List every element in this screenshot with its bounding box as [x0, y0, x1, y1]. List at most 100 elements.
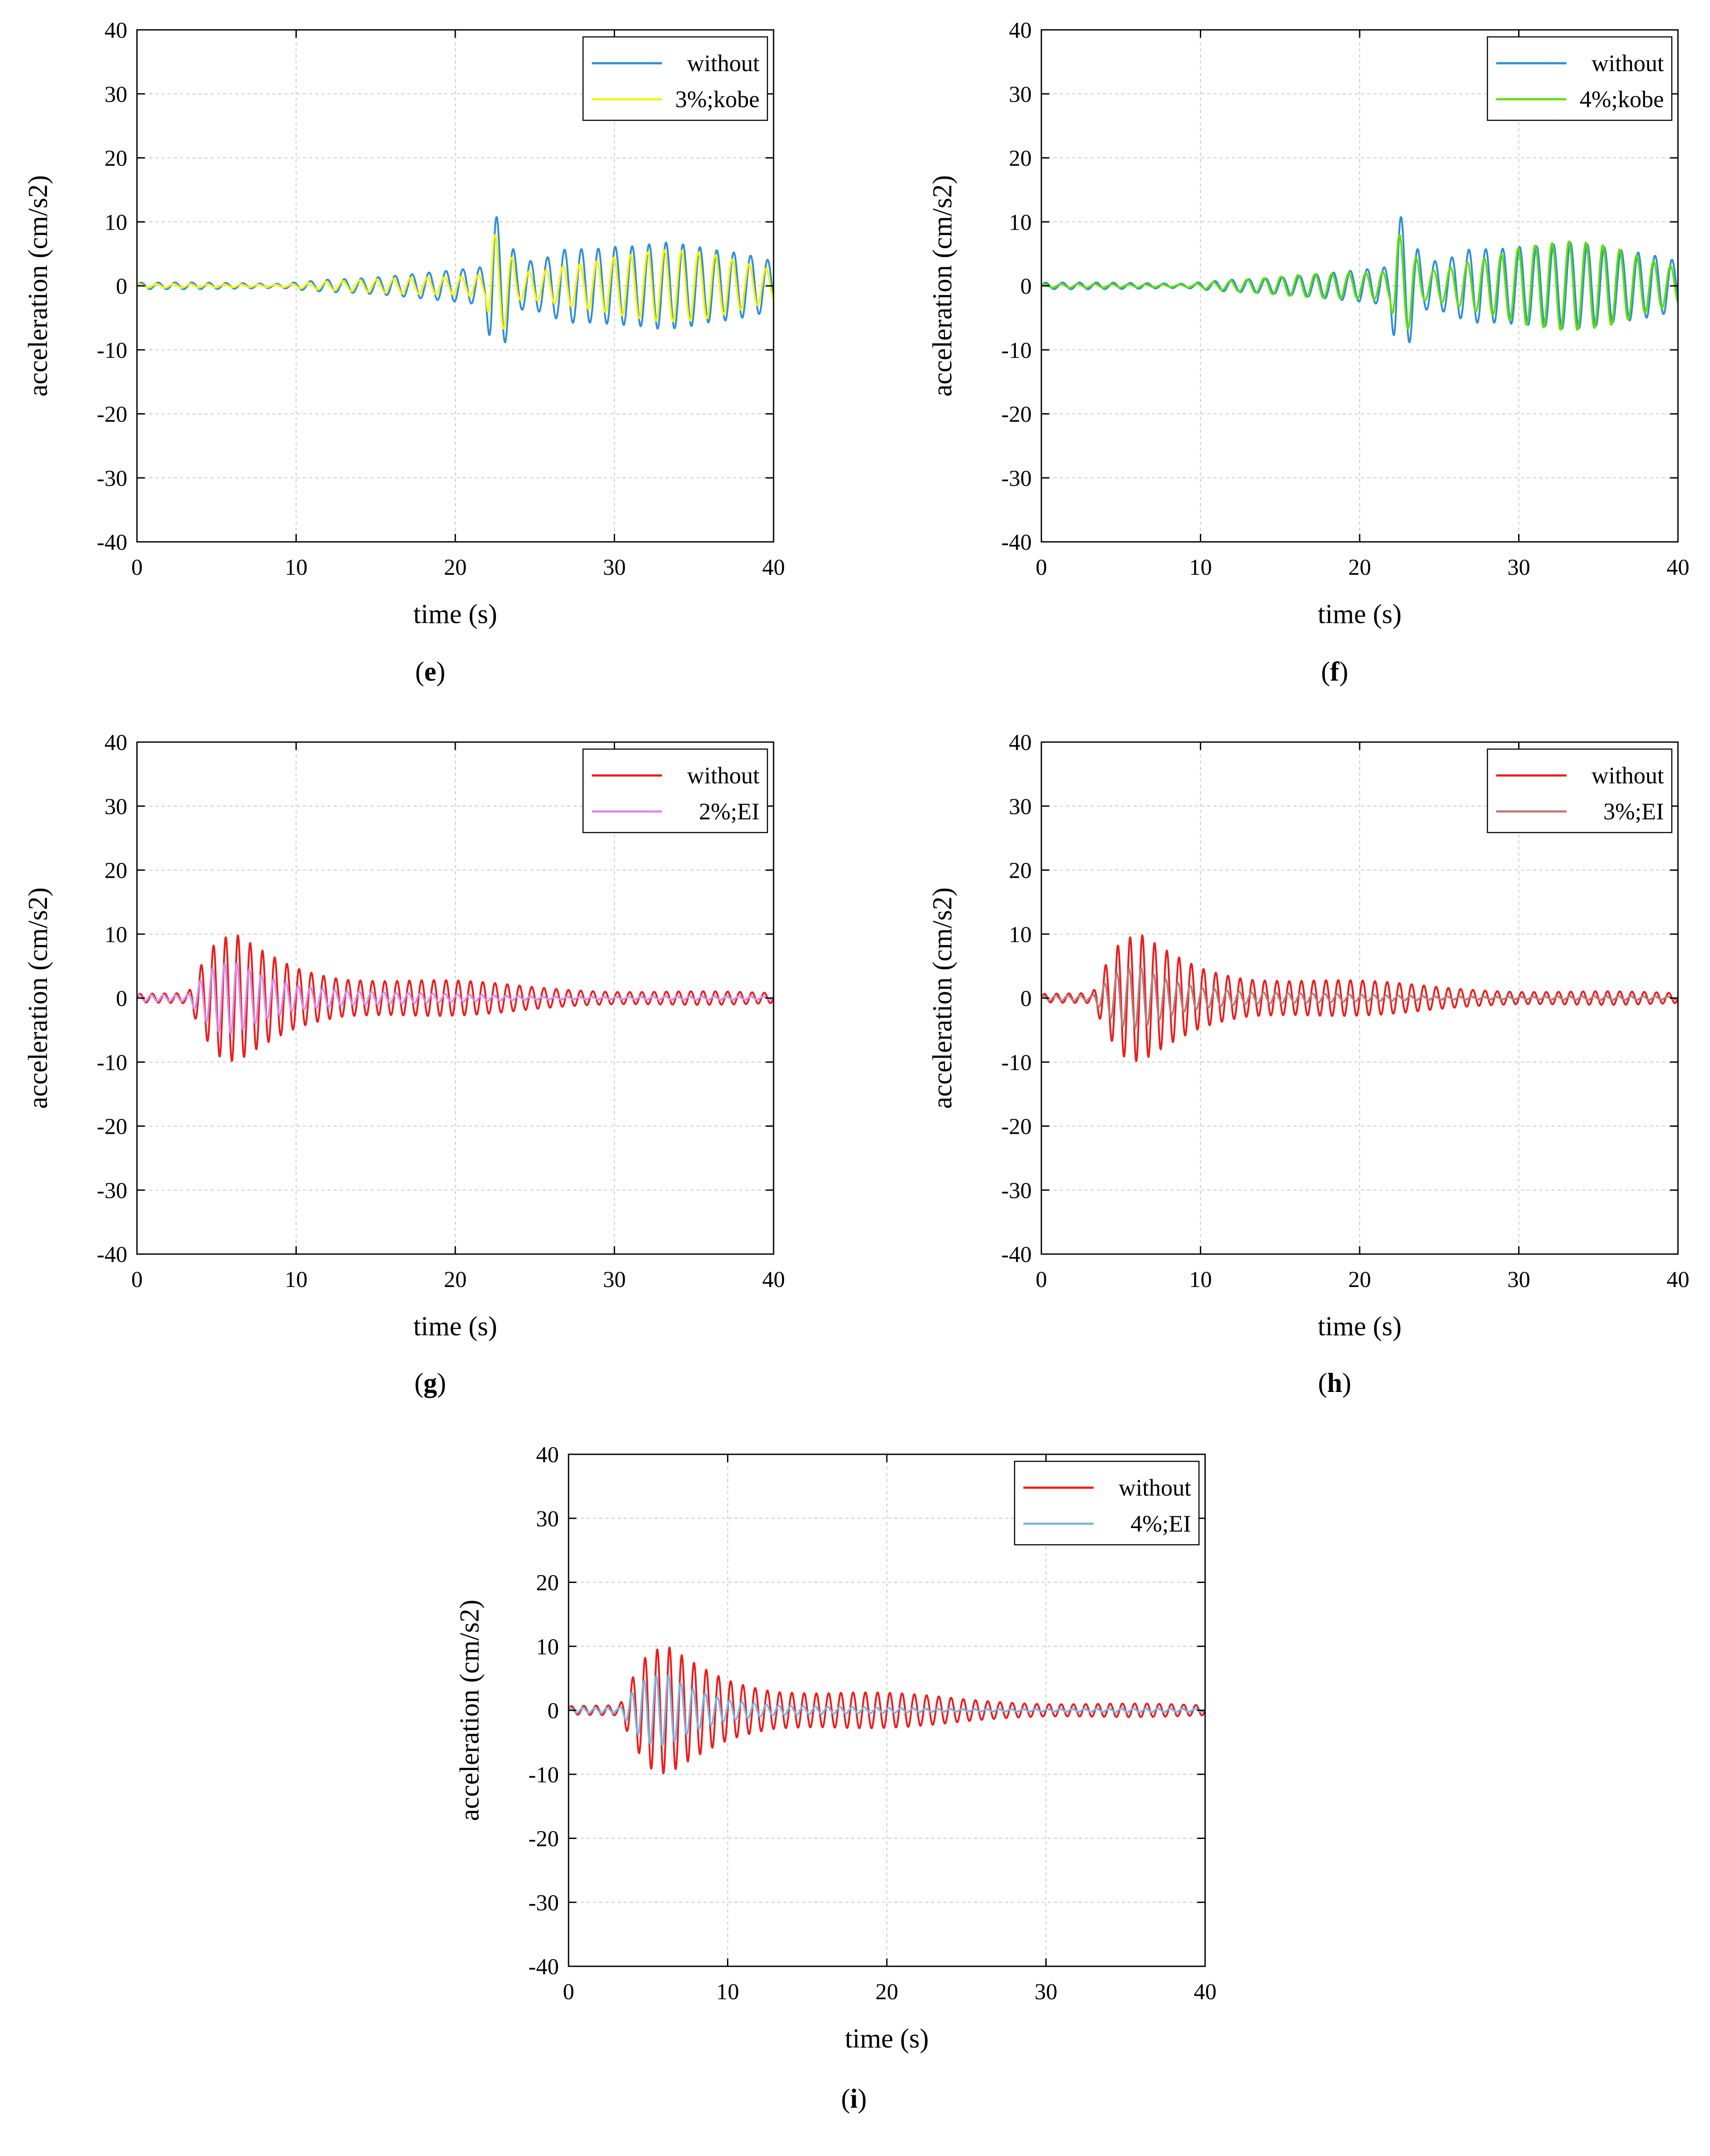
legend-label: without: [687, 50, 760, 76]
legend-label: without: [1591, 50, 1664, 76]
x-tick-label: 0: [1036, 1267, 1047, 1292]
y-tick-label: 40: [536, 1442, 559, 1467]
x-tick-label: 40: [1667, 555, 1689, 580]
plot-area: [137, 216, 774, 343]
y-tick-label: -10: [97, 1050, 127, 1075]
y-tick-label: -10: [1001, 1050, 1032, 1075]
x-axis-title: time (s): [413, 599, 497, 629]
x-tick-label: 40: [1194, 1979, 1217, 2005]
legend: without 3%;EI: [1487, 748, 1673, 833]
legend: without 2%;EI: [582, 748, 768, 833]
y-tick-label: -30: [97, 1178, 127, 1203]
panel-label-open: (: [841, 2084, 850, 2114]
x-tick-label: 0: [131, 555, 143, 580]
panel-label-letter: g: [424, 1368, 437, 1398]
legend-box: [582, 36, 768, 121]
legend: without 3%;kobe: [582, 36, 768, 121]
x-tick-label: 20: [875, 1979, 898, 2005]
plot-area: [569, 1647, 1205, 1774]
panel-label-close: ): [858, 2084, 867, 2114]
x-tick-label: 20: [1348, 1267, 1371, 1292]
chart-panel-i: 0 10 20 30 40 -40 -30 -20 -10 0 10 20 30 40 time (s) ac…: [455, 1442, 1217, 2114]
y-tick-label: 20: [536, 1571, 559, 1596]
legend-label: without: [1119, 1475, 1191, 1501]
panel-label: (h): [1318, 1368, 1351, 1398]
legend-label: 3%;EI: [1603, 798, 1664, 825]
y-tick-label: -10: [97, 338, 127, 363]
gridlines: [569, 1454, 1205, 1966]
series-line-without: [137, 934, 774, 1062]
y-tick-label: 20: [104, 858, 127, 883]
panel-label-close: ): [1339, 657, 1348, 687]
plot-area: [137, 934, 774, 1062]
legend-label: 3%;kobe: [675, 86, 760, 112]
x-tick-label: 30: [603, 1267, 626, 1292]
y-tick-label: -10: [1001, 338, 1032, 363]
x-tick-label: 20: [444, 1267, 467, 1292]
x-axis-title: time (s): [413, 1312, 497, 1341]
series-line-2-ei: [137, 962, 774, 1034]
y-tick-label: -40: [97, 1242, 127, 1267]
chart-panel-h: 0 10 20 30 40 -40 -30 -20 -10 0 10 20 30 40 time (s) ac…: [928, 730, 1689, 1398]
series-line-4-ei: [569, 1674, 1205, 1746]
y-tick-label: 0: [1020, 986, 1032, 1011]
x-axis-title: time (s): [1318, 1312, 1401, 1341]
x-tick-label: 0: [131, 1267, 143, 1292]
legend-label: without: [687, 762, 760, 789]
y-tick-label: 0: [547, 1698, 559, 1723]
y-axis-title: acceleration (cm/s2): [928, 175, 958, 397]
panel-label: (i): [841, 2084, 867, 2114]
series-line-3-ei: [1041, 967, 1678, 1029]
legend-box: [582, 748, 768, 833]
panel-label-open: (: [1321, 657, 1330, 687]
plot-area: [1041, 216, 1678, 343]
y-tick-label: -30: [97, 466, 127, 491]
plot-area: [1041, 934, 1678, 1062]
y-axis-title: acceleration (cm/s2): [455, 1600, 485, 1821]
panel-label-open: (: [1318, 1368, 1327, 1398]
y-tick-label: -30: [1001, 466, 1032, 491]
y-tick-label: 30: [536, 1507, 559, 1532]
x-tick-label: 40: [762, 555, 785, 580]
y-tick-label: 20: [1009, 858, 1032, 883]
series-line-without: [137, 216, 774, 343]
y-tick-label: -20: [1001, 1114, 1032, 1139]
x-tick-label: 0: [563, 1979, 574, 2005]
y-tick-label: 0: [116, 274, 127, 299]
x-tick-label: 10: [716, 1979, 739, 2005]
legend-label: without: [1591, 762, 1664, 789]
panel-label-letter: f: [1330, 657, 1340, 687]
gridlines: [1041, 30, 1678, 542]
x-tick-label: 20: [444, 555, 467, 580]
chart-panel-e: 0 10 20 30 40 -40 -30 -20 -10 0 10 20 30 40 time (s) ac…: [23, 18, 785, 687]
y-tick-label: -20: [97, 402, 127, 427]
x-tick-label: 30: [1035, 1979, 1058, 2005]
x-tick-label: 30: [1508, 555, 1530, 580]
y-tick-label: 30: [1009, 82, 1032, 107]
y-tick-label: -40: [1001, 1242, 1032, 1267]
y-tick-label: -30: [529, 1890, 559, 1915]
panel-label-open: (: [414, 1368, 424, 1398]
y-tick-label: -20: [97, 1114, 127, 1139]
chart-panel-g: 0 10 20 30 40 -40 -30 -20 -10 0 10 20 30 40 time (s) ac…: [23, 730, 785, 1398]
panel-label-close: ): [436, 657, 446, 687]
legend: without 4%;kobe: [1487, 36, 1673, 121]
y-tick-label: -40: [529, 1954, 559, 1979]
legend-label: 4%;kobe: [1580, 86, 1664, 112]
y-tick-label: -10: [529, 1763, 559, 1788]
panel-label-letter: i: [850, 2084, 857, 2114]
panel-label-letter: e: [424, 657, 436, 687]
y-tick-label: 40: [104, 18, 127, 43]
gridlines: [1041, 742, 1678, 1254]
x-tick-label: 40: [1667, 1267, 1689, 1292]
y-tick-label: 40: [1009, 18, 1032, 43]
panel-label: (g): [414, 1368, 446, 1398]
legend-box: [1014, 1460, 1200, 1546]
x-tick-label: 0: [1036, 555, 1047, 580]
y-tick-label: 10: [536, 1634, 559, 1659]
y-tick-label: -20: [529, 1827, 559, 1852]
panel-label-open: (: [415, 657, 425, 687]
series-line-4-kobe: [1041, 234, 1678, 331]
y-tick-label: 10: [1009, 922, 1032, 947]
x-tick-label: 30: [1508, 1267, 1530, 1292]
